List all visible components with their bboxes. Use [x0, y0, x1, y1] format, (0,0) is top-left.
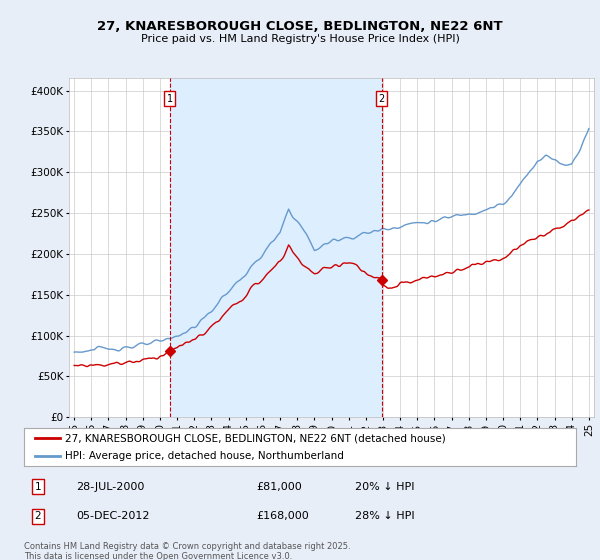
Text: £168,000: £168,000	[256, 511, 308, 521]
Text: 1: 1	[34, 482, 41, 492]
Text: 28% ↓ HPI: 28% ↓ HPI	[355, 511, 415, 521]
Text: 1: 1	[167, 94, 173, 104]
Text: Contains HM Land Registry data © Crown copyright and database right 2025.
This d: Contains HM Land Registry data © Crown c…	[24, 542, 350, 560]
Text: 20% ↓ HPI: 20% ↓ HPI	[355, 482, 415, 492]
Text: Price paid vs. HM Land Registry's House Price Index (HPI): Price paid vs. HM Land Registry's House …	[140, 34, 460, 44]
Text: £81,000: £81,000	[256, 482, 302, 492]
Text: 27, KNARESBOROUGH CLOSE, BEDLINGTON, NE22 6NT: 27, KNARESBOROUGH CLOSE, BEDLINGTON, NE2…	[97, 20, 503, 34]
Text: 28-JUL-2000: 28-JUL-2000	[76, 482, 145, 492]
Text: 27, KNARESBOROUGH CLOSE, BEDLINGTON, NE22 6NT (detached house): 27, KNARESBOROUGH CLOSE, BEDLINGTON, NE2…	[65, 433, 446, 443]
Text: 2: 2	[34, 511, 41, 521]
Text: 05-DEC-2012: 05-DEC-2012	[76, 511, 150, 521]
Bar	[170, 78, 382, 417]
Text: HPI: Average price, detached house, Northumberland: HPI: Average price, detached house, Nort…	[65, 451, 344, 461]
Text: 2: 2	[379, 94, 385, 104]
